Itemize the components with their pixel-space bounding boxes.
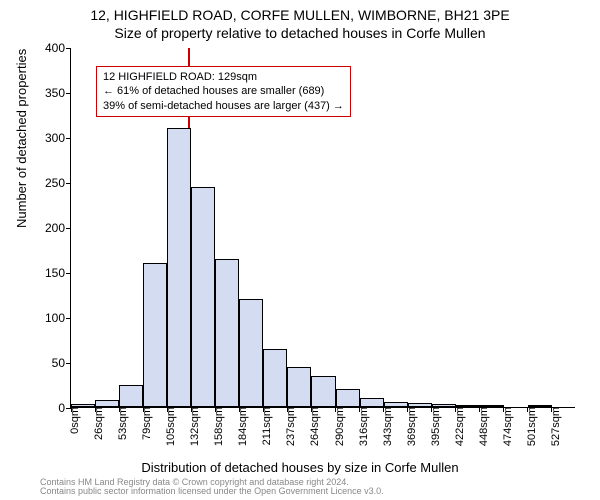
annotation-box: 12 HIGHFIELD ROAD: 129sqm ← 61% of detac… bbox=[96, 66, 351, 117]
footer-line-2: Contains public sector information licen… bbox=[40, 487, 384, 496]
ytick-label: 400 bbox=[45, 41, 71, 55]
xtick-label: 395sqm bbox=[428, 407, 442, 446]
xtick-label: 237sqm bbox=[283, 407, 297, 446]
histogram-bar bbox=[311, 376, 335, 408]
annotation-line-2: ← 61% of detached houses are smaller (68… bbox=[103, 84, 344, 98]
xtick-label: 158sqm bbox=[211, 407, 225, 446]
xtick-label: 290sqm bbox=[332, 407, 346, 446]
histogram-bar bbox=[239, 299, 263, 407]
y-axis-label: Number of detached properties bbox=[14, 49, 29, 228]
annotation-line-1: 12 HIGHFIELD ROAD: 129sqm bbox=[103, 70, 344, 84]
histogram-bar bbox=[360, 398, 384, 407]
chart-title: 12, HIGHFIELD ROAD, CORFE MULLEN, WIMBOR… bbox=[0, 0, 600, 24]
histogram-bar bbox=[336, 389, 360, 407]
xtick-label: 343sqm bbox=[380, 407, 394, 446]
ytick-label: 300 bbox=[45, 131, 71, 145]
xtick-label: 316sqm bbox=[356, 407, 370, 446]
histogram-bar bbox=[263, 349, 287, 408]
plot-region: 12 HIGHFIELD ROAD: 129sqm ← 61% of detac… bbox=[70, 48, 575, 408]
histogram-bar bbox=[119, 385, 143, 408]
xtick-label: 132sqm bbox=[187, 407, 201, 446]
xtick-label: 184sqm bbox=[235, 407, 249, 446]
histogram-bar bbox=[167, 128, 191, 407]
ytick-label: 50 bbox=[52, 356, 71, 370]
annotation-line-3: 39% of semi-detached houses are larger (… bbox=[103, 99, 344, 113]
xtick-label: 0sqm bbox=[67, 407, 81, 434]
histogram-bar bbox=[191, 187, 215, 408]
histogram-bar bbox=[95, 400, 119, 407]
footer-attribution: Contains HM Land Registry data © Crown c… bbox=[40, 478, 384, 496]
histogram-bar bbox=[287, 367, 311, 408]
chart-subtitle: Size of property relative to detached ho… bbox=[0, 24, 600, 42]
histogram-bar bbox=[215, 259, 239, 408]
xtick-label: 527sqm bbox=[548, 407, 562, 446]
ytick-label: 150 bbox=[45, 266, 71, 280]
ytick-label: 100 bbox=[45, 311, 71, 325]
ytick-label: 350 bbox=[45, 86, 71, 100]
xtick-label: 53sqm bbox=[115, 407, 129, 440]
xtick-label: 211sqm bbox=[259, 407, 273, 445]
chart-area: 12 HIGHFIELD ROAD: 129sqm ← 61% of detac… bbox=[70, 48, 575, 408]
histogram-bar bbox=[143, 263, 167, 407]
ytick-label: 200 bbox=[45, 221, 71, 235]
xtick-label: 422sqm bbox=[452, 407, 466, 446]
xtick-label: 501sqm bbox=[524, 407, 538, 446]
ytick-label: 250 bbox=[45, 176, 71, 190]
xtick-label: 474sqm bbox=[500, 407, 514, 446]
xtick-label: 105sqm bbox=[163, 407, 177, 446]
x-axis-label: Distribution of detached houses by size … bbox=[0, 460, 600, 475]
xtick-label: 26sqm bbox=[91, 407, 105, 440]
xtick-label: 264sqm bbox=[307, 407, 321, 446]
xtick-label: 369sqm bbox=[404, 407, 418, 446]
xtick-label: 79sqm bbox=[139, 407, 153, 440]
xtick-label: 448sqm bbox=[476, 407, 490, 446]
